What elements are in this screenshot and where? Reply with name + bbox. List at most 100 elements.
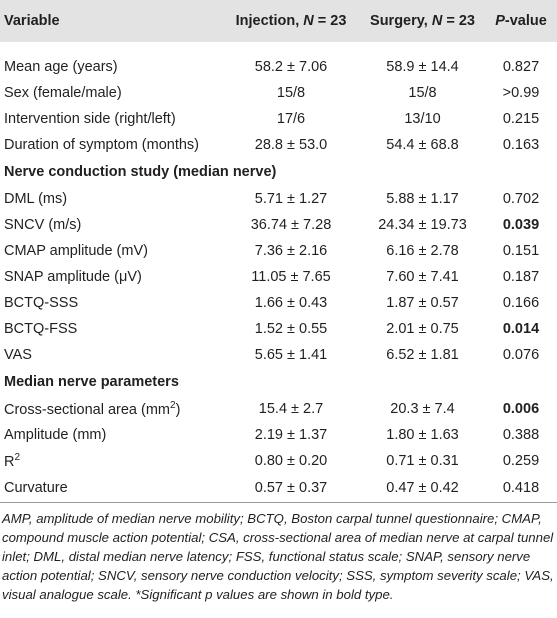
variable-cell: Cross-sectional area (mm2) [0,396,222,422]
section-row: Median nerve parameters [0,368,557,396]
value-cell: 24.34 ± 19.73 [378,217,467,233]
value-cell: 0.006 [502,401,540,417]
value-cell: 0.014 [502,321,540,337]
section-cell: Median nerve parameters [4,374,179,390]
header-cell: Surgery, N = 23 [360,0,485,42]
variable-cell: SNCV (m/s) [4,217,82,233]
value-cell: 28.8 ± 53.0 [254,137,328,153]
value-cell: 1.80 ± 1.63 [386,427,459,443]
table-row: SNCV (m/s) 36.74 ± 7.28 24.34 ± 19.73 0.039 [0,212,557,238]
table-row: Sex (female/male) 15/8 15/8 >0.99 [0,80,557,106]
value-cell: 2.19 ± 1.37 [254,427,328,443]
footnote: AMP, amplitude of median nerve mobility;… [2,511,554,602]
value-cell: 5.65 ± 1.41 [254,347,328,363]
value-cell: 7.36 ± 2.16 [254,243,328,259]
header-text: Surgery, [370,13,432,29]
header-cell: Variable [0,0,222,42]
header-text: = 23 [313,13,347,29]
cell-text: 2 [170,400,176,412]
value-cell: 7.60 ± 7.41 [386,269,459,285]
table-row: BCTQ-FSS 1.52 ± 0.55 2.01 ± 0.75 0.014 [0,316,557,342]
table-body: Mean age (years) 58.2 ± 7.06 58.9 ± 14.4 0.… [0,42,557,503]
variable-cell: Curvature [0,474,222,503]
value-cell: 0.163 [502,137,540,153]
variable-cell: Amplitude (mm) [4,427,107,443]
header-cell: Injection, N = 23 [222,0,360,42]
value-cell: 0.215 [502,111,540,127]
value-cell: 11.05 ± 7.65 [251,269,331,285]
variable-cell: CMAP amplitude (mV) [4,243,148,259]
value-cell: 0.187 [502,269,540,285]
cell-text: 2 [14,452,21,464]
section-cell: Nerve conduction study (median nerve) [4,164,277,180]
value-cell: 15.4 ± 2.7 [258,401,324,417]
value-cell: 0.259 [502,453,540,469]
value-cell: 0.388 [502,427,540,443]
value-cell: 20.3 ± 7.4 [390,401,455,417]
value-cell: 36.74 ± 7.28 [250,217,332,233]
value-cell: 5.71 ± 1.27 [254,191,328,207]
table-row: SNAP amplitude (μV) 11.05 ± 7.65 7.60 ± 7.… [0,264,557,290]
value-cell: 1.87 ± 0.57 [386,295,459,311]
value-cell: 0.71 ± 0.31 [386,453,459,469]
table-row: DML (ms) 5.71 ± 1.27 5.88 ± 1.17 0.702 [0,186,557,212]
cell-text: ) [175,401,181,418]
table-row: BCTQ-SSS 1.66 ± 0.43 1.87 ± 0.57 0.166 [0,290,557,316]
value-cell: 54.4 ± 68.8 [386,137,459,153]
header-row: Variable Injection, N = 23 Surgery, N = … [0,0,557,42]
value-cell: 0.57 ± 0.37 [222,474,360,503]
variable-cell: Mean age (years) [4,59,118,75]
header-text: N [303,13,314,29]
value-cell: 1.66 ± 0.43 [254,295,328,311]
value-cell: 13/10 [404,111,441,127]
table-row: R2 0.80 ± 0.20 0.71 ± 0.31 0.259 [0,448,557,474]
value-cell: 1.52 ± 0.55 [254,321,328,337]
table-row: Intervention side (right/left) 17/6 13/10 0… [0,106,557,132]
variable-cell: DML (ms) [4,191,68,207]
value-cell: 0.076 [502,347,540,363]
value-cell: 2.01 ± 0.75 [386,321,459,337]
header-text: = 23 [442,13,475,29]
cell-text: Cross-sectional area (mm [4,401,170,418]
value-cell: 15/8 [276,85,306,101]
value-cell: 5.88 ± 1.17 [386,191,459,207]
section-row: Nerve conduction study (median nerve) [0,158,557,186]
value-cell: 6.52 ± 1.81 [386,347,459,363]
header-cell: P-value [485,0,557,42]
variable-cell: Intervention side (right/left) [4,111,176,127]
header-text: -value [504,13,547,29]
value-cell: 0.166 [502,295,540,311]
value-cell: 6.16 ± 2.78 [386,243,459,259]
header-text: Injection, [235,13,304,29]
table-row: VAS 5.65 ± 1.41 6.52 ± 1.81 0.076 [0,342,557,368]
value-cell: 0.151 [502,243,540,259]
header-text: N [431,13,443,29]
table-row: CMAP amplitude (mV) 7.36 ± 2.16 6.16 ± 2.7… [0,238,557,264]
header-text: P [495,13,505,29]
table-row: Duration of symptom (months) 28.8 ± 53.0 5… [0,132,557,158]
table-row: Curvature 0.57 ± 0.37 0.47 ± 0.42 0.418 [0,474,557,503]
variable-cell: BCTQ-SSS [4,295,79,311]
variable-cell: BCTQ-FSS [4,321,78,337]
variable-cell: Duration of symptom (months) [4,137,200,153]
table-row: Cross-sectional area (mm2) 15.4 ± 2.7 20.3… [0,396,557,422]
variable-cell: Sex (female/male) [4,85,122,101]
variable-cell: SNAP amplitude (μV) [4,269,142,285]
value-cell: 58.2 ± 7.06 [254,59,328,75]
value-cell: 15/8 [408,85,437,101]
value-cell: 0.418 [485,474,557,503]
value-cell: 17/6 [276,111,306,127]
value-cell: 58.9 ± 14.4 [386,59,459,75]
value-cell: 0.47 ± 0.42 [360,474,485,503]
data-table: Variable Injection, N = 23 Surgery, N = … [0,0,557,503]
variable-cell: VAS [4,347,32,363]
variable-cell: R2 [0,448,222,474]
value-cell: 0.039 [502,217,540,233]
value-cell: 0.702 [502,191,540,207]
table-row: Mean age (years) 58.2 ± 7.06 58.9 ± 14.4 0.… [0,42,557,80]
value-cell: >0.99 [502,85,540,101]
table-row: Amplitude (mm) 2.19 ± 1.37 1.80 ± 1.63 0.38… [0,422,557,448]
value-cell: 0.80 ± 0.20 [254,453,328,469]
cell-text: R [4,453,15,470]
value-cell: 0.827 [502,59,540,75]
